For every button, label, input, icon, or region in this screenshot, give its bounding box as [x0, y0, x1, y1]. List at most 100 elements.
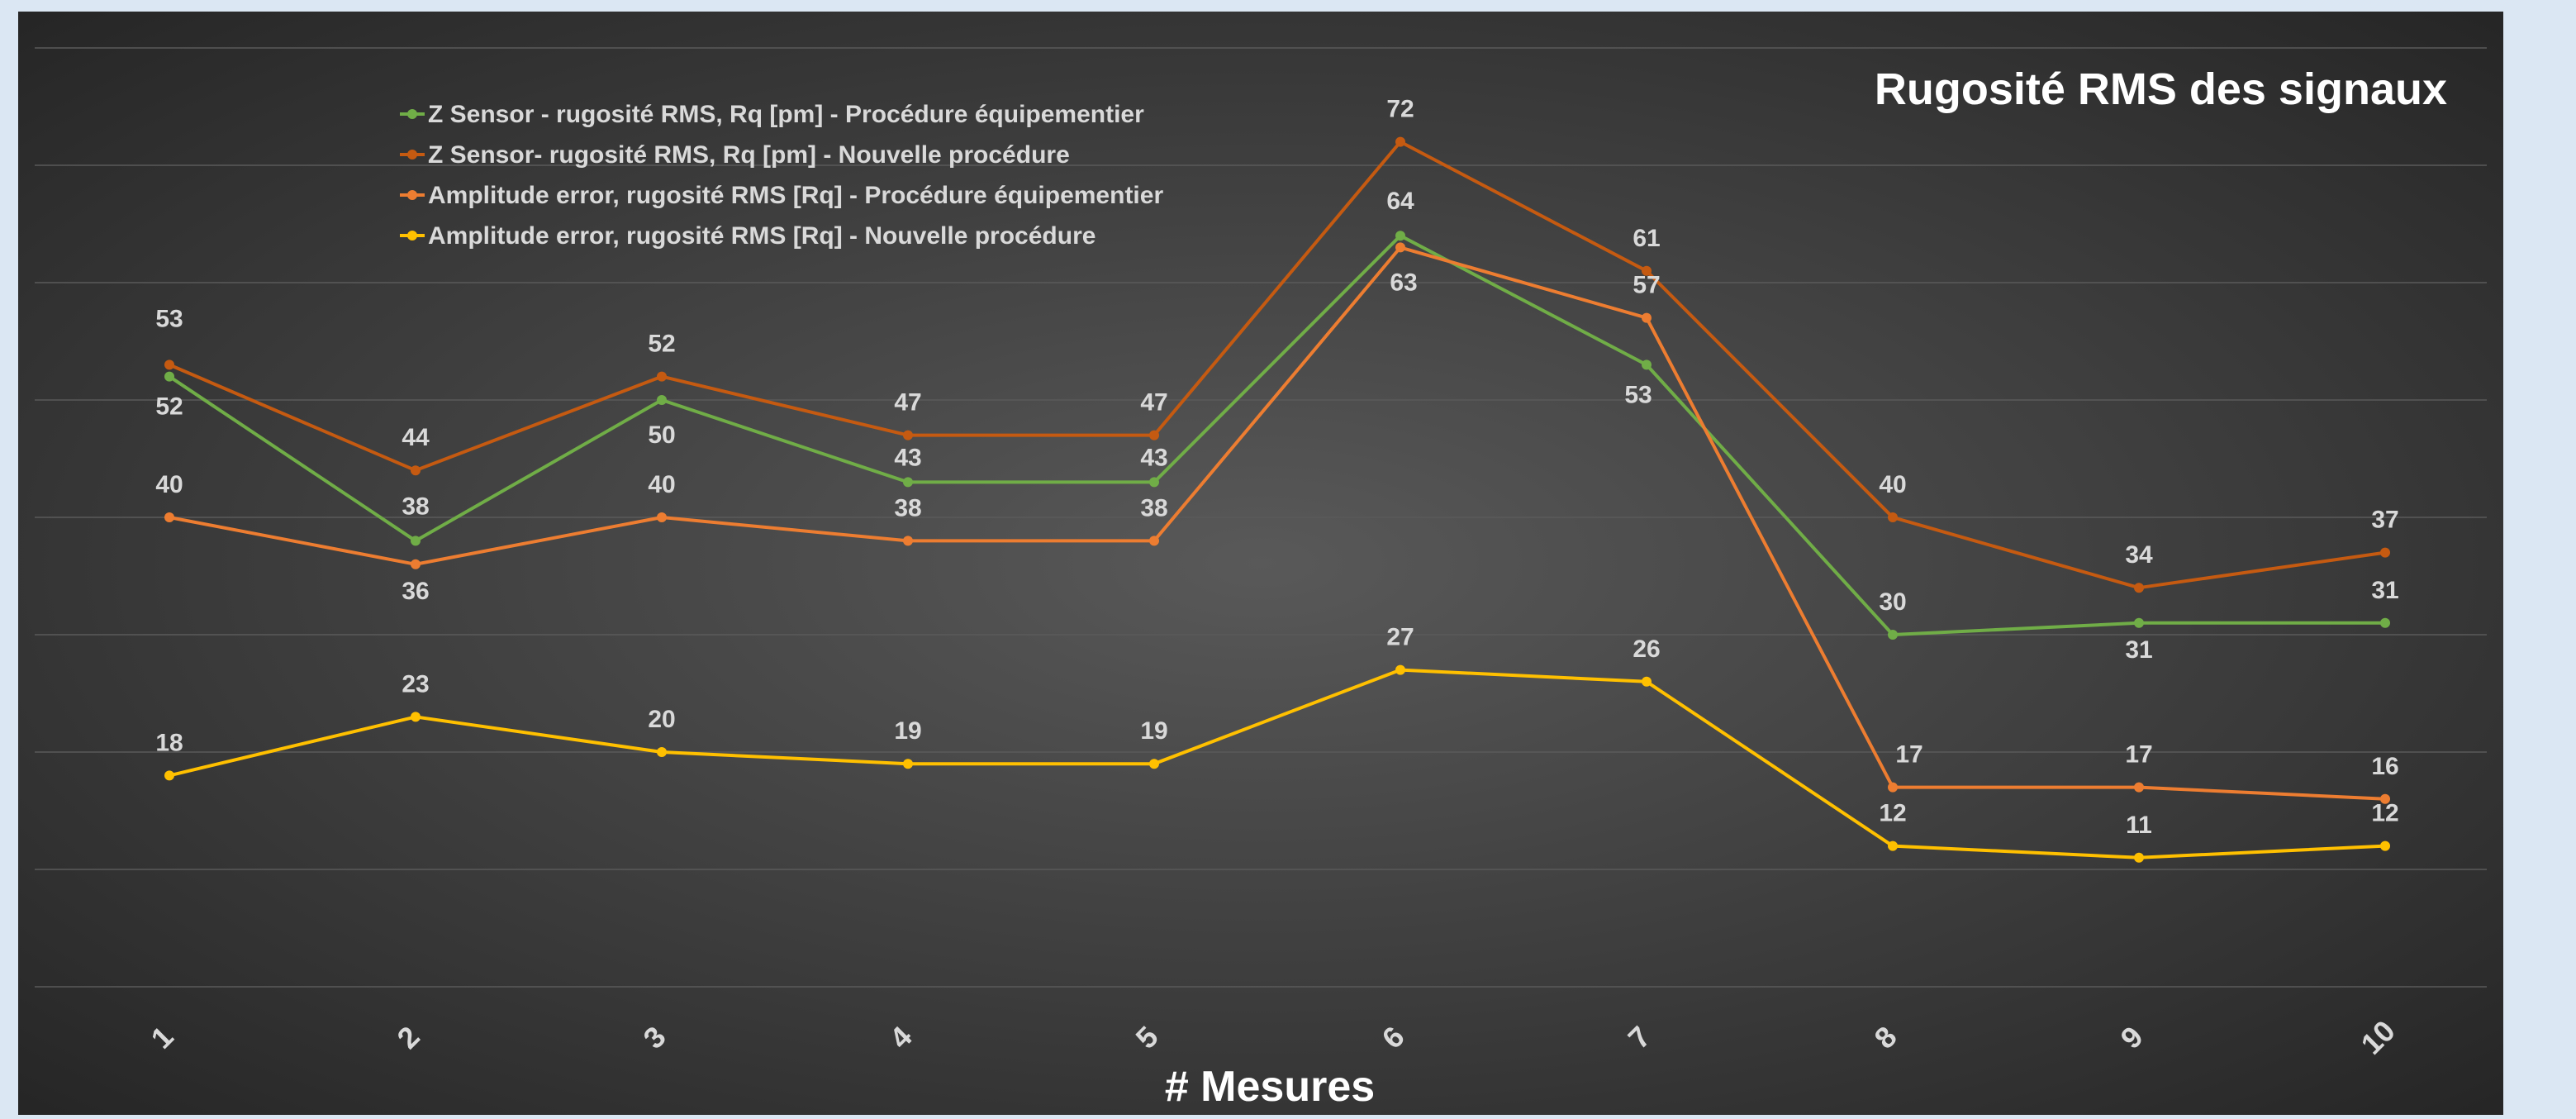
data-point-s4-8 [1888, 840, 1898, 851]
series-line-1 [168, 234, 2385, 636]
data-label-s2-3: 52 [648, 331, 675, 358]
data-label-s4-10: 12 [2371, 800, 2398, 827]
data-point-s4-9 [2134, 852, 2144, 863]
data-point-s3-7 [1642, 312, 1652, 323]
data-point-s1-6 [1395, 231, 1405, 241]
data-label-s4-7: 26 [1633, 636, 1660, 663]
data-label-s2-7: 61 [1633, 225, 1660, 252]
legend-marker-2 [407, 150, 417, 160]
data-point-s2-3 [657, 371, 667, 382]
data-label-s3-10: 16 [2371, 753, 2398, 780]
data-point-s1-3 [657, 395, 667, 405]
legend-label-3: Amplitude error, rugosité RMS [Rq] - Pro… [428, 182, 1163, 209]
data-point-s2-8 [1888, 512, 1898, 522]
legend-marker-1 [407, 109, 417, 119]
data-label-s4-1: 18 [155, 729, 183, 756]
data-label-s4-5: 19 [1140, 717, 1167, 745]
data-label-s1-1: 52 [155, 393, 183, 421]
data-label-s3-2: 36 [402, 578, 429, 605]
data-point-s3-5 [1149, 536, 1159, 546]
data-point-s4-7 [1642, 676, 1652, 687]
data-label-s2-10: 37 [2371, 507, 2398, 534]
data-label-s2-2: 44 [402, 424, 430, 451]
data-point-s2-10 [2380, 547, 2390, 558]
data-label-s1-8: 30 [1879, 588, 1906, 616]
data-label-s1-9: 31 [2125, 636, 2152, 664]
data-point-s4-6 [1395, 664, 1405, 675]
data-point-s1-5 [1149, 477, 1159, 488]
data-point-s3-4 [903, 536, 913, 546]
data-label-s3-3: 40 [648, 471, 675, 498]
data-point-s4-5 [1149, 759, 1159, 769]
data-point-s1-10 [2380, 617, 2390, 628]
data-label-s3-8: 17 [1895, 741, 1922, 769]
line-chart: 52 38 50 43 43 64 53 30 31 31 53 44 52 47 47 72 61 40 34 37… [18, 12, 2503, 1115]
legend-marker-3 [407, 190, 417, 200]
chart-background [18, 12, 2503, 1115]
data-label-s3-4: 38 [894, 494, 921, 521]
data-label-s1-7: 53 [1624, 381, 1652, 408]
data-point-s1-9 [2134, 617, 2144, 628]
data-point-s1-1 [164, 371, 174, 382]
data-label-s3-7: 57 [1633, 272, 1660, 299]
series-line-3 [169, 245, 2386, 801]
data-point-s1-7 [1642, 360, 1652, 370]
data-point-s1-4 [903, 477, 913, 488]
data-label-s1-6: 64 [1386, 188, 1414, 215]
data-label-s4-8: 12 [1879, 800, 1906, 827]
data-point-s3-3 [657, 512, 667, 522]
data-point-s1-2 [411, 536, 421, 546]
data-point-s2-1 [164, 360, 174, 370]
data-point-s3-9 [2134, 782, 2144, 793]
data-point-s4-1 [164, 770, 174, 781]
chart-container: 52 38 50 43 43 64 53 30 31 31 53 44 52 47 47 72 61 40 34 37… [18, 12, 2503, 1115]
data-label-s1-5: 43 [1140, 444, 1167, 471]
data-point-s3-6 [1395, 242, 1405, 253]
chart-title: Rugosité RMS des signaux [1875, 64, 2447, 114]
legend-label-4: Amplitude error, rugosité RMS [Rq] - Nou… [428, 222, 1096, 250]
data-point-s2-9 [2134, 583, 2144, 593]
data-point-s3-8 [1888, 782, 1898, 793]
data-point-s4-3 [657, 747, 667, 757]
series-lines [168, 140, 2386, 859]
data-point-s3-10 [2380, 793, 2390, 804]
data-label-s4-9: 11 [2126, 812, 2152, 839]
data-points [164, 136, 2390, 863]
series-line-4 [169, 668, 2386, 859]
data-point-s1-8 [1888, 630, 1898, 640]
data-label-s4-6: 27 [1386, 624, 1414, 651]
x-axis-title: # Mesures [1165, 1063, 1375, 1111]
legend-marker-4 [407, 231, 417, 240]
data-label-s1-3: 50 [648, 421, 675, 449]
legend: Z Sensor - rugosité RMS, Rq [pm] - Procé… [400, 101, 1163, 250]
gridlines [35, 47, 2487, 988]
data-label-s4-2: 23 [402, 670, 429, 698]
data-label-s2-8: 40 [1879, 471, 1906, 498]
data-point-s3-1 [164, 512, 174, 522]
data-point-s4-10 [2380, 840, 2390, 851]
data-point-s2-7 [1642, 265, 1652, 276]
data-labels: 52 38 50 43 43 64 53 30 31 31 53 44 52 47 47 72 61 40 34 37… [155, 96, 2398, 839]
data-point-s2-6 [1395, 136, 1405, 147]
data-label-s1-2: 38 [402, 493, 429, 520]
data-label-s3-5: 38 [1140, 494, 1167, 521]
data-label-s4-4: 19 [894, 717, 921, 745]
data-label-s2-5: 47 [1140, 389, 1167, 417]
data-point-s2-4 [903, 430, 913, 440]
series-line-2 [169, 140, 2386, 590]
data-point-s2-5 [1149, 430, 1159, 440]
data-label-s2-9: 34 [2125, 541, 2153, 569]
data-label-s2-1: 53 [155, 305, 183, 332]
data-label-s3-6: 63 [1390, 269, 1417, 296]
data-point-s4-4 [903, 759, 913, 769]
data-label-s1-10: 31 [2371, 577, 2398, 604]
data-label-s2-6: 72 [1386, 96, 1414, 123]
data-point-s2-2 [411, 465, 421, 476]
data-point-s4-2 [411, 712, 421, 722]
legend-label-1: Z Sensor - rugosité RMS, Rq [pm] - Procé… [428, 101, 1144, 128]
legend-label-2: Z Sensor- rugosité RMS, Rq [pm] - Nouvel… [428, 141, 1070, 169]
data-point-s3-2 [411, 559, 421, 569]
data-label-s3-9: 17 [2125, 741, 2152, 769]
data-label-s2-4: 47 [894, 389, 921, 417]
data-label-s1-4: 43 [894, 444, 921, 471]
